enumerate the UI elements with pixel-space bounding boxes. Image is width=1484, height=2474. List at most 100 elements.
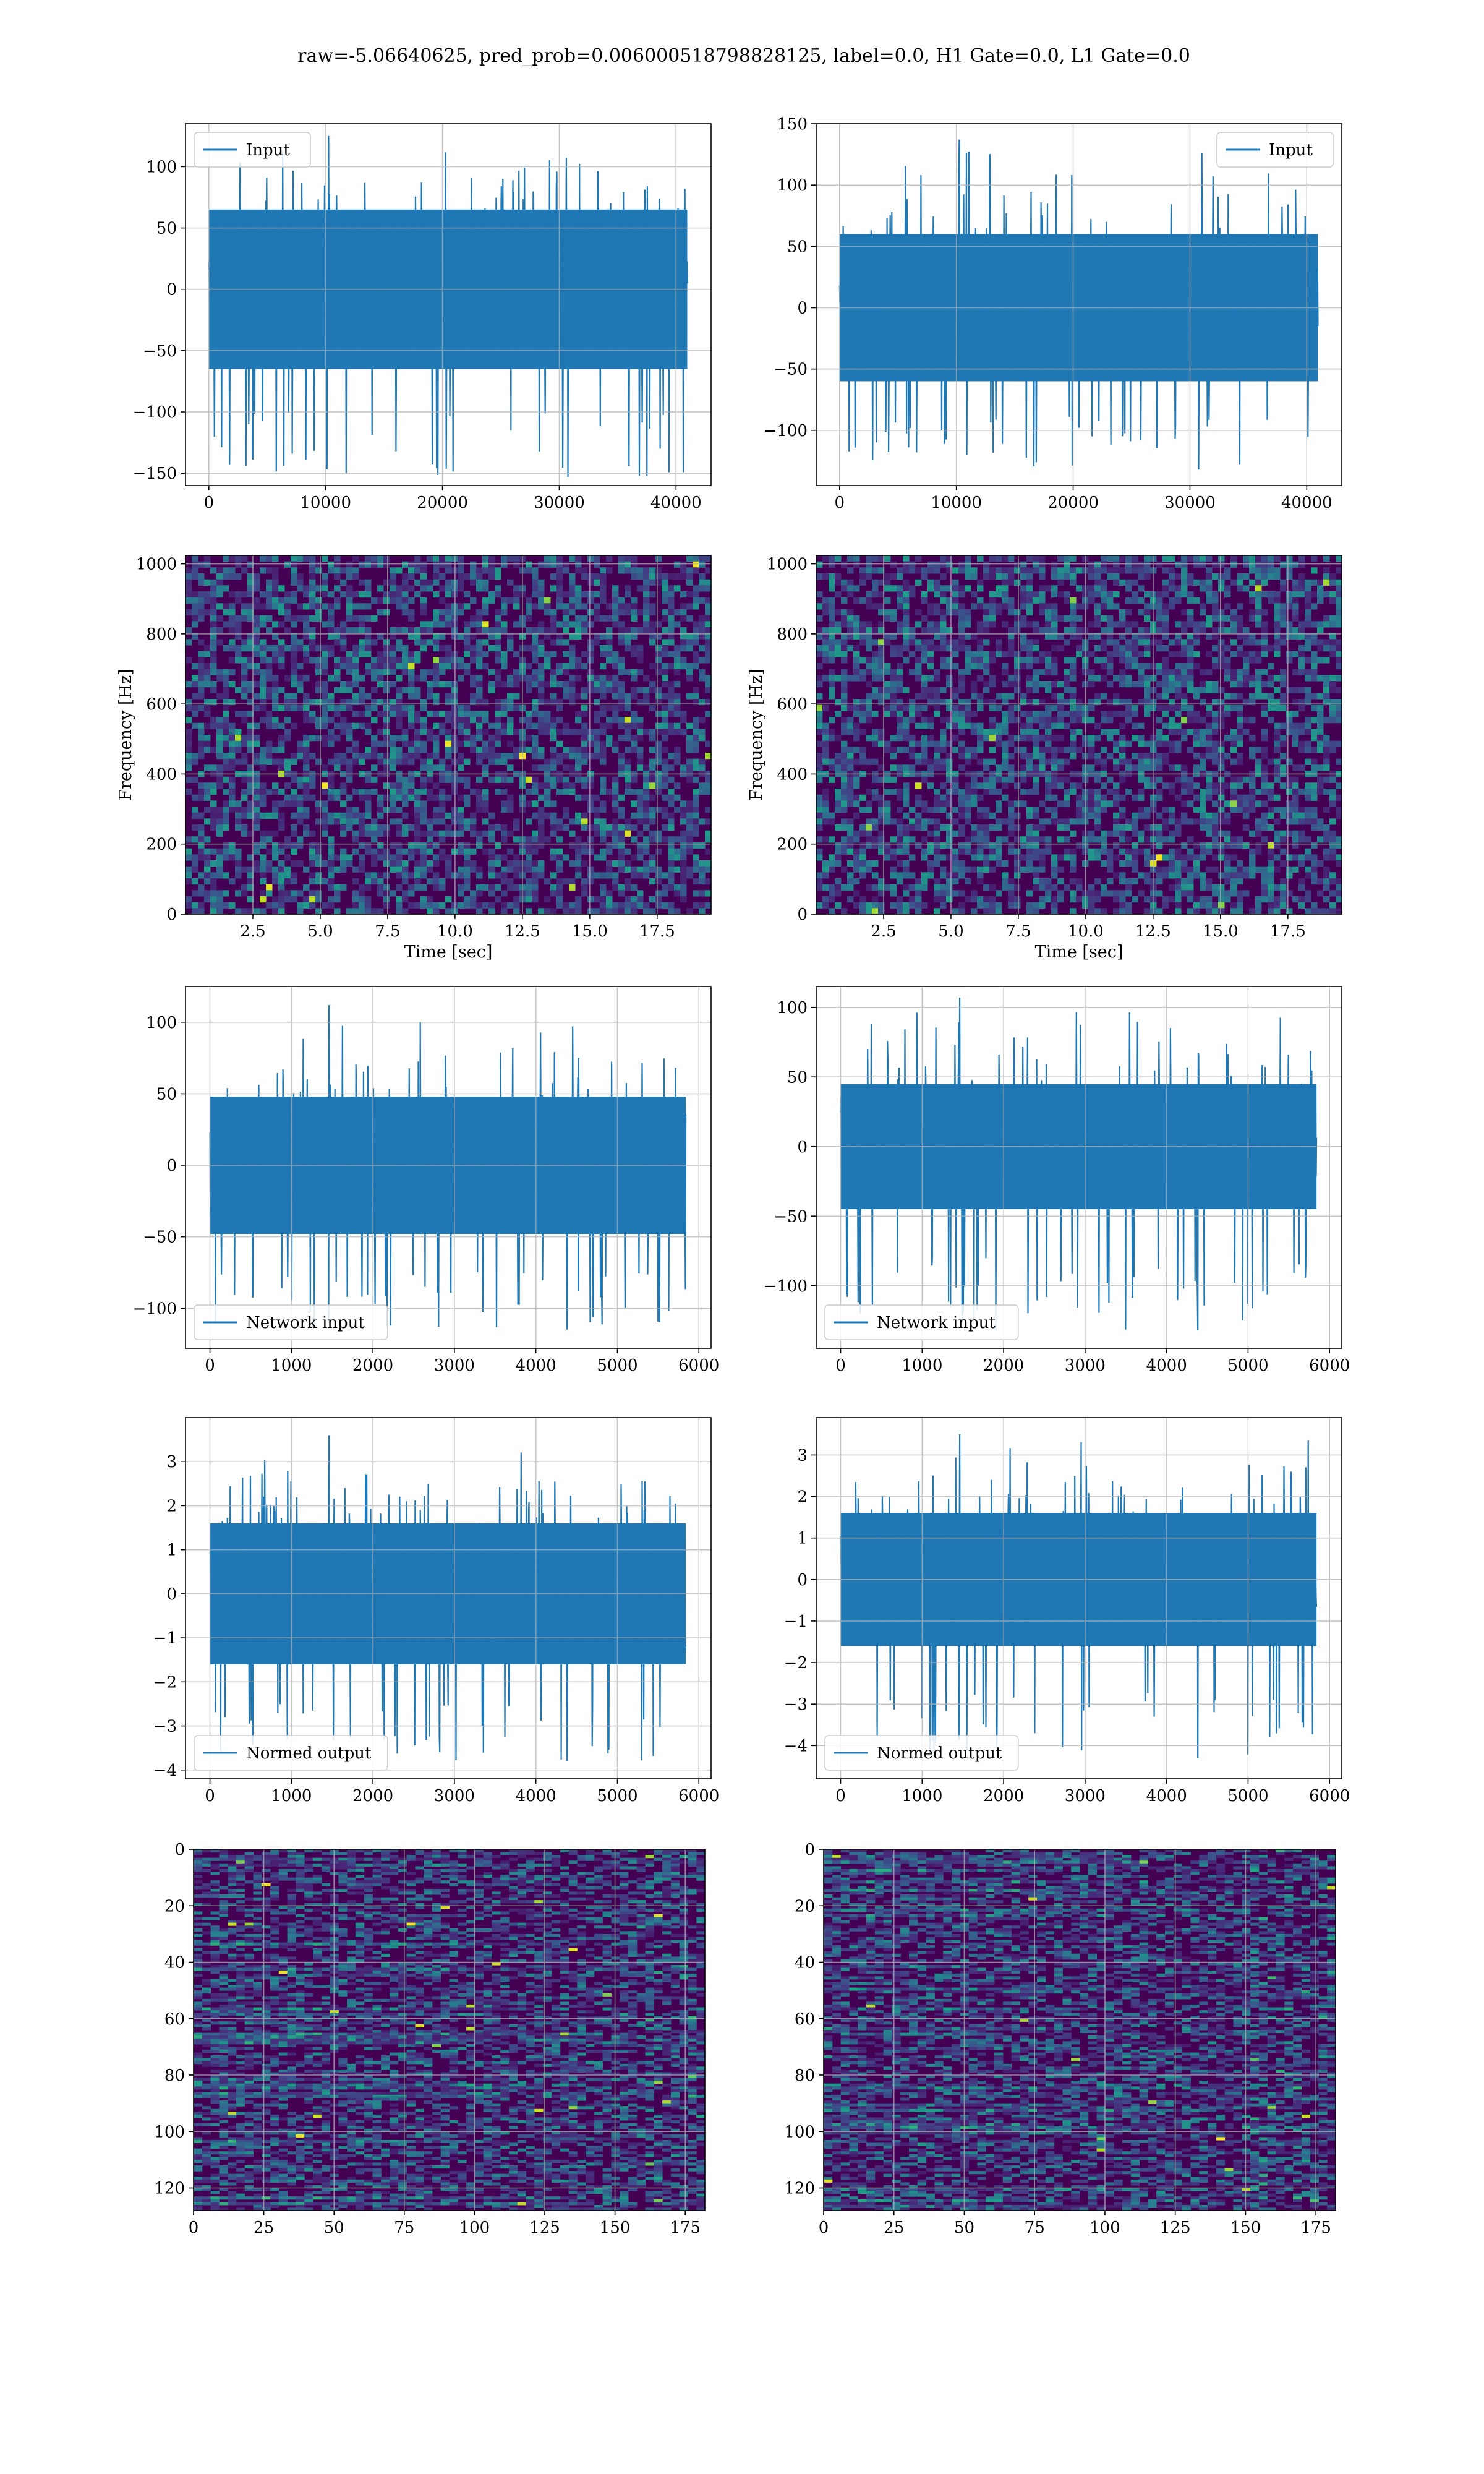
x-tick-label: 1000 (271, 1787, 312, 1805)
y-tick-label: 400 (146, 765, 177, 784)
y-tick-label: 150 (777, 115, 808, 134)
x-tick-label: 2.5 (871, 922, 896, 941)
x-tick-label: 5000 (1227, 1787, 1268, 1805)
x-tick-label: 10.0 (437, 922, 473, 941)
y-tick-label: −50 (143, 342, 177, 361)
y-tick-label: 0 (797, 1138, 808, 1157)
x-tick-label: 25 (254, 2219, 274, 2237)
x-tick-label: 30000 (534, 494, 585, 512)
y-axis-label: Frequency [Hz] (747, 669, 766, 800)
panel-row4-right: 0 1000 2000 3000 4000 5000 6000 −4 −3 −2 −1 0 1 2 3 Nor… (784, 1417, 1350, 1805)
axes-frame (816, 555, 1342, 915)
panel-row2-left: 2.5 5.0 7.5 10.0 12.5 15.0 17.5 0 200 400 600 800 10… (116, 555, 712, 962)
x-tick-label: 2000 (983, 1787, 1024, 1805)
legend: Network input (194, 1304, 388, 1340)
x-tick-label: 125 (1160, 2219, 1191, 2237)
x-tick-label: 4000 (516, 1787, 556, 1805)
x-tick-label: 15.0 (1203, 922, 1239, 941)
y-tick-label: −3 (153, 1718, 177, 1736)
y-tick-label: 80 (795, 2066, 815, 2085)
y-tick-label: 0 (166, 281, 177, 299)
series-line (840, 997, 1318, 1330)
series-line (840, 1434, 1318, 1758)
x-tick-label: 17.5 (639, 922, 675, 941)
x-tick-label: 4000 (516, 1356, 556, 1375)
x-tick-label: 6000 (1309, 1787, 1350, 1805)
y-tick-label: 2 (166, 1497, 177, 1515)
grid-lines (186, 124, 711, 486)
x-tick-label: 1000 (902, 1356, 942, 1375)
y-tick-label: 100 (777, 176, 808, 195)
y-tick-label: −1 (784, 1612, 808, 1631)
x-tick-label: 3000 (434, 1356, 475, 1375)
y-tick-label: 100 (146, 1014, 177, 1032)
panel-row1-right: 0 10000 20000 30000 40000 −100 −50 0 50 100 150 Inp… (764, 115, 1342, 512)
y-tick-label: 100 (784, 2123, 815, 2141)
series-line (209, 1435, 687, 1761)
y-tick-label: 120 (784, 2180, 815, 2198)
x-tick-label: 5.0 (938, 922, 963, 941)
x-tick-label: 150 (600, 2219, 631, 2237)
panel-row3-left: 0 1000 2000 3000 4000 5000 6000 −100 −50 0 50 100 Ne… (133, 986, 719, 1375)
axes-frame (816, 986, 1342, 1349)
y-tick-label: −1 (153, 1629, 177, 1648)
axes-frame (185, 555, 712, 915)
x-tick-label: 7.5 (375, 922, 400, 941)
heatmap-cells (194, 1849, 705, 2211)
y-tick-label: 60 (164, 2010, 185, 2029)
x-tick-label: 0 (819, 2219, 829, 2237)
x-tick-label: 0 (204, 494, 215, 512)
panel-row4-left: 0 1000 2000 3000 4000 5000 6000 −4 −3 −2 −1 0 1 2 3 Nor… (153, 1417, 719, 1805)
y-tick-label: 1000 (767, 555, 808, 574)
axes-frame (816, 1417, 1342, 1779)
y-tick-label: 80 (164, 2066, 185, 2085)
legend-label: Normed output (246, 1744, 372, 1763)
y-axis-label: Frequency [Hz] (116, 669, 135, 800)
legend: Network input (824, 1304, 1019, 1340)
grid-lines (816, 987, 1342, 1348)
x-tick-label: 4000 (1146, 1356, 1187, 1375)
x-tick-label: 2000 (983, 1356, 1024, 1375)
x-tick-label: 50 (324, 2219, 344, 2237)
y-tick-label: 1 (166, 1541, 177, 1560)
panel-row5-right: 0 25 50 75 100 125 150 175 0 20 40 60 80 100 120 (784, 1841, 1336, 2237)
x-tick-label: 5.0 (307, 922, 333, 941)
grid-lines (816, 1418, 1342, 1779)
legend: Normed output (824, 1735, 1019, 1771)
y-tick-label: 800 (146, 625, 177, 644)
x-tick-label: 150 (1230, 2219, 1261, 2237)
x-tick-label: 17.5 (1270, 922, 1306, 941)
y-tick-label: 120 (154, 2180, 185, 2198)
x-tick-label: 3000 (1065, 1356, 1106, 1375)
grid-lines (186, 555, 711, 915)
y-tick-label: −100 (764, 1277, 808, 1296)
x-tick-label: 0 (189, 2219, 199, 2237)
x-tick-label: 2.5 (240, 922, 265, 941)
x-axis-label: Time [sec] (1035, 943, 1124, 962)
y-tick-label: 1 (797, 1530, 808, 1548)
y-tick-label: 40 (795, 1954, 815, 1972)
panel-row5-left: 0 25 50 75 100 125 150 175 0 20 40 60 80 100 120 (154, 1841, 706, 2237)
x-tick-label: 175 (670, 2219, 701, 2237)
legend-label: Network input (246, 1314, 365, 1332)
grid-lines (186, 1418, 711, 1779)
series-line (838, 139, 1319, 470)
y-tick-label: −50 (143, 1228, 177, 1247)
y-tick-label: 50 (156, 220, 177, 238)
y-tick-label: 60 (795, 2010, 815, 2029)
x-tick-label: 7.5 (1005, 922, 1031, 941)
y-tick-label: 20 (164, 1897, 185, 1915)
legend-label: Input (246, 141, 290, 160)
x-tick-label: 75 (394, 2219, 414, 2237)
y-tick-label: 50 (156, 1085, 177, 1103)
x-tick-label: 1000 (271, 1356, 312, 1375)
x-tick-label: 25 (884, 2219, 904, 2237)
x-tick-label: 0 (835, 494, 845, 512)
axes-frame (823, 1849, 1336, 2211)
y-tick-label: 3 (797, 1446, 808, 1465)
heatmap-cells (186, 555, 711, 914)
x-tick-label: 20000 (1047, 494, 1099, 512)
axes-frame (185, 123, 712, 486)
y-tick-label: −150 (133, 464, 177, 483)
